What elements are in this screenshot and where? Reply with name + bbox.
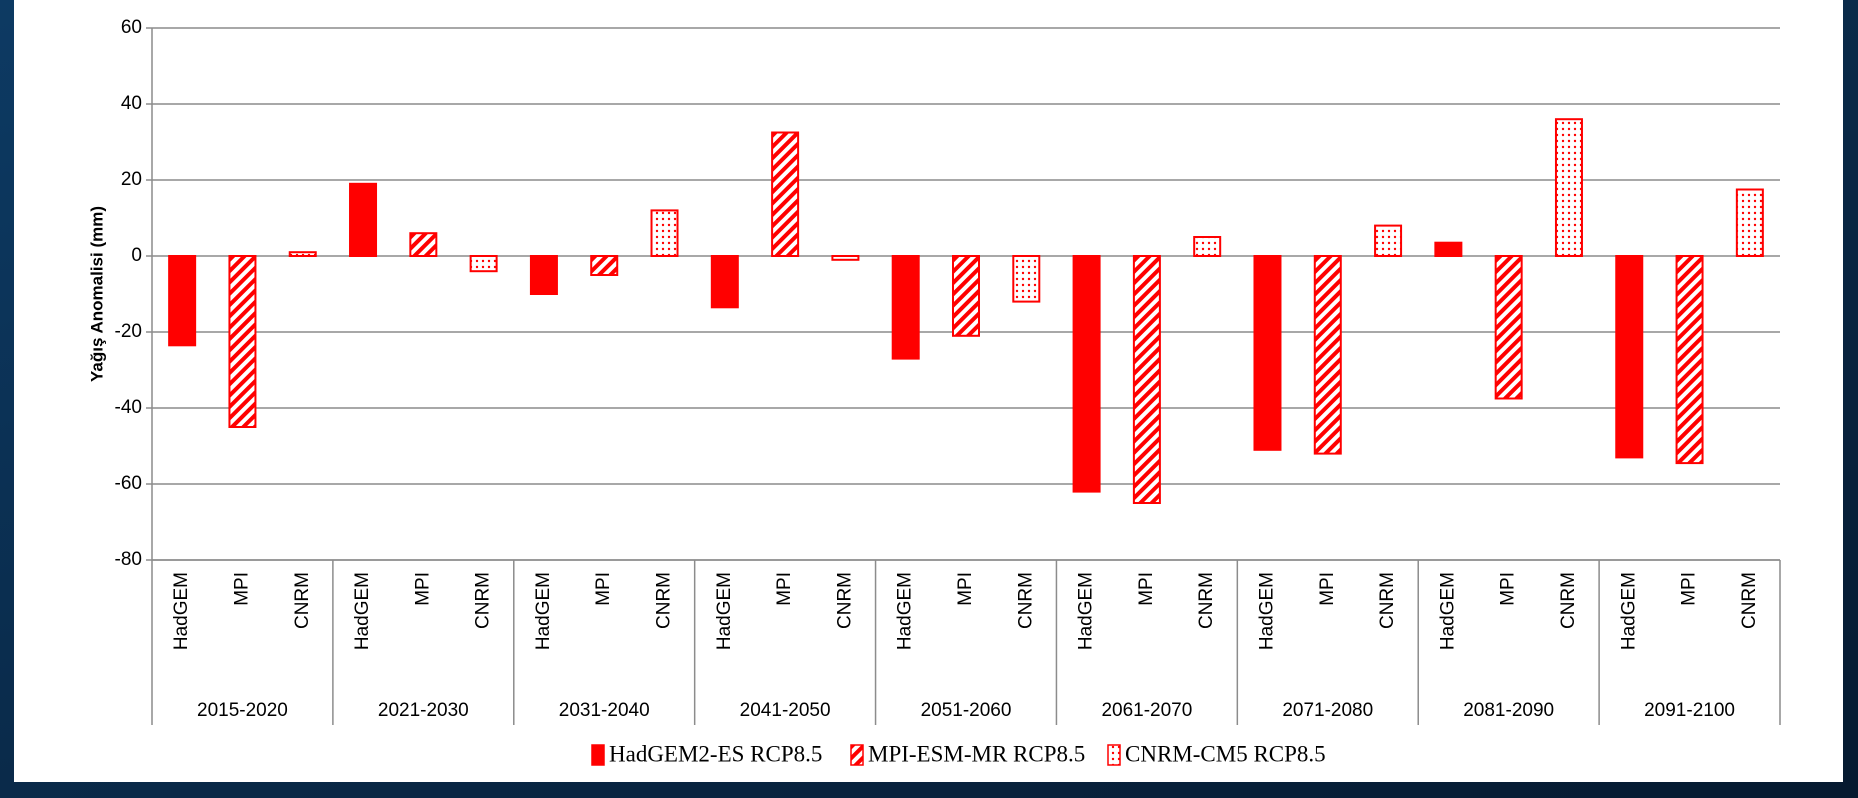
legend-label: MPI-ESM-MR RCP8.5 xyxy=(868,741,1085,766)
bar xyxy=(409,232,438,257)
x-group-label: 2021-2030 xyxy=(378,700,469,721)
bar xyxy=(891,255,920,360)
x-sub-label: MPI xyxy=(412,572,433,606)
bar xyxy=(771,131,800,257)
y-tick-label: -20 xyxy=(115,321,142,342)
x-group-label: 2081-2090 xyxy=(1463,700,1554,721)
y-tick-label: -60 xyxy=(115,473,142,494)
bar xyxy=(1313,255,1342,455)
bar xyxy=(831,255,860,261)
bar xyxy=(529,255,558,295)
legend-swatch xyxy=(1107,744,1121,766)
bar xyxy=(168,255,197,347)
bar xyxy=(1615,255,1644,459)
y-tick-label: -80 xyxy=(115,549,142,570)
legend-swatch xyxy=(850,744,864,766)
bar xyxy=(1132,255,1161,504)
x-sub-label: HadGEM xyxy=(1437,572,1458,650)
x-sub-label: MPI xyxy=(1679,572,1700,606)
x-sub-label: HadGEM xyxy=(1076,572,1097,650)
x-sub-label: HadGEM xyxy=(1618,572,1639,650)
bar xyxy=(1735,188,1764,257)
bar xyxy=(1253,255,1282,451)
bar xyxy=(1012,255,1041,303)
x-sub-label: CNRM xyxy=(1558,572,1579,629)
x-sub-label: HadGEM xyxy=(352,572,373,650)
x-sub-label: MPI xyxy=(231,572,252,606)
x-group-label: 2015-2020 xyxy=(197,700,288,721)
x-sub-label: CNRM xyxy=(834,572,855,629)
panel xyxy=(14,0,1843,782)
bar xyxy=(710,255,739,309)
x-sub-label: MPI xyxy=(1498,572,1519,606)
bar xyxy=(1494,255,1523,400)
bar xyxy=(349,182,378,257)
bar xyxy=(288,251,317,257)
x-sub-label: HadGEM xyxy=(533,572,554,650)
x-sub-label: CNRM xyxy=(654,572,675,629)
bar xyxy=(228,255,257,428)
x-sub-label: CNRM xyxy=(1196,572,1217,629)
legend-label: CNRM-CM5 RCP8.5 xyxy=(1125,741,1326,766)
x-sub-label: MPI xyxy=(1136,572,1157,606)
x-sub-label: CNRM xyxy=(1377,572,1398,629)
bar xyxy=(590,255,619,276)
x-sub-label: HadGEM xyxy=(1256,572,1277,650)
x-sub-label: CNRM xyxy=(1739,572,1760,629)
x-sub-label: MPI xyxy=(774,572,795,606)
y-tick-label: 60 xyxy=(121,17,142,38)
x-sub-label: HadGEM xyxy=(895,572,916,650)
y-tick-label: -40 xyxy=(115,397,142,418)
bar xyxy=(952,255,980,337)
bar xyxy=(1675,255,1704,465)
x-group-label: 2051-2060 xyxy=(921,700,1012,721)
x-group-label: 2061-2070 xyxy=(1101,700,1192,721)
x-sub-label: HadGEM xyxy=(714,572,735,650)
bar xyxy=(1554,118,1583,257)
bar xyxy=(650,209,679,257)
x-group-label: 2031-2040 xyxy=(559,700,650,721)
y-tick-label: 40 xyxy=(121,93,142,114)
x-sub-label: MPI xyxy=(955,572,976,606)
bar xyxy=(1374,224,1403,258)
bar xyxy=(469,255,498,273)
y-tick-label: 0 xyxy=(131,245,142,266)
x-group-label: 2071-2080 xyxy=(1282,700,1373,721)
legend-swatch xyxy=(591,744,605,766)
x-group-label: 2041-2050 xyxy=(740,700,831,721)
y-tick-label: 20 xyxy=(121,169,142,190)
bar xyxy=(1193,236,1222,257)
x-sub-label: MPI xyxy=(1317,572,1338,606)
x-sub-label: CNRM xyxy=(292,572,313,629)
bar xyxy=(1072,255,1101,493)
x-group-label: 2091-2100 xyxy=(1644,700,1735,721)
legend-label: HadGEM2-ES RCP8.5 xyxy=(609,741,822,766)
y-axis-label: Yağış Anomalisi (mm) xyxy=(87,206,106,382)
x-sub-label: HadGEM xyxy=(171,572,192,650)
x-sub-label: CNRM xyxy=(1015,572,1036,629)
x-sub-label: MPI xyxy=(593,572,614,606)
x-sub-label: CNRM xyxy=(473,572,494,629)
bar xyxy=(1434,241,1463,257)
